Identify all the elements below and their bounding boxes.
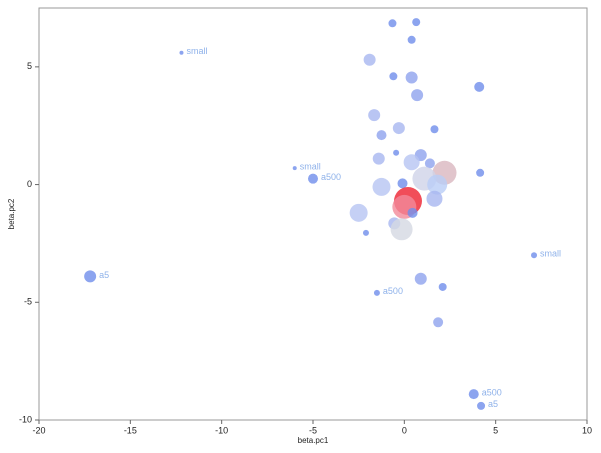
bubble [424, 158, 435, 169]
x-axis-label: beta.pc1 [298, 436, 329, 445]
bubble [363, 53, 376, 66]
point-label: small [300, 161, 321, 171]
bubble [403, 154, 420, 171]
bubble [474, 81, 485, 92]
bubble [411, 89, 424, 102]
x-tick-label: 10 [582, 425, 592, 435]
y-tick-label: 5 [27, 61, 32, 71]
plot-frame [38, 7, 588, 421]
bubble [430, 125, 439, 134]
bubble [292, 166, 297, 171]
point-label: a500 [383, 286, 403, 296]
x-tick-label: -20 [32, 425, 45, 435]
bubble [388, 19, 397, 28]
bubble [426, 190, 443, 207]
bubble [531, 252, 538, 259]
bubble [476, 168, 485, 177]
bubble [368, 109, 381, 122]
point-label: a5 [488, 399, 498, 409]
bubble [372, 177, 391, 196]
x-tick-label: 5 [493, 425, 498, 435]
x-tick-label: -15 [124, 425, 137, 435]
y-tick-label: 0 [27, 179, 32, 189]
bubble [392, 122, 405, 135]
bubble [412, 18, 421, 27]
y-tick-label: -5 [24, 297, 32, 307]
bubble [414, 272, 427, 285]
bubble [438, 282, 447, 291]
bubble [308, 173, 318, 184]
bubble [179, 50, 184, 55]
bubble [84, 270, 97, 283]
bubble [407, 35, 416, 44]
bubble [407, 207, 418, 218]
bubble [389, 72, 398, 81]
bubble [376, 130, 387, 141]
bubble [405, 71, 418, 84]
bubble [397, 178, 408, 189]
point-label: a5 [99, 270, 109, 280]
point-label: small [540, 249, 561, 259]
bubble [393, 149, 400, 156]
point-label: a500 [482, 387, 502, 397]
bubble [433, 317, 444, 328]
bubble [362, 229, 369, 236]
bubble [349, 203, 368, 222]
bubble [427, 174, 448, 195]
bubble [372, 152, 385, 165]
y-tick-label: -10 [19, 414, 32, 424]
bubble [477, 401, 486, 410]
bubble [390, 218, 413, 241]
x-tick-label: -10 [215, 425, 228, 435]
x-tick-label: -5 [309, 425, 317, 435]
x-tick-label: 0 [402, 425, 407, 435]
point-label: a500 [321, 172, 341, 182]
point-label: small [186, 46, 207, 56]
bubble [373, 289, 380, 296]
bubble [468, 389, 479, 400]
y-axis-label: beta.pc2 [7, 198, 16, 229]
